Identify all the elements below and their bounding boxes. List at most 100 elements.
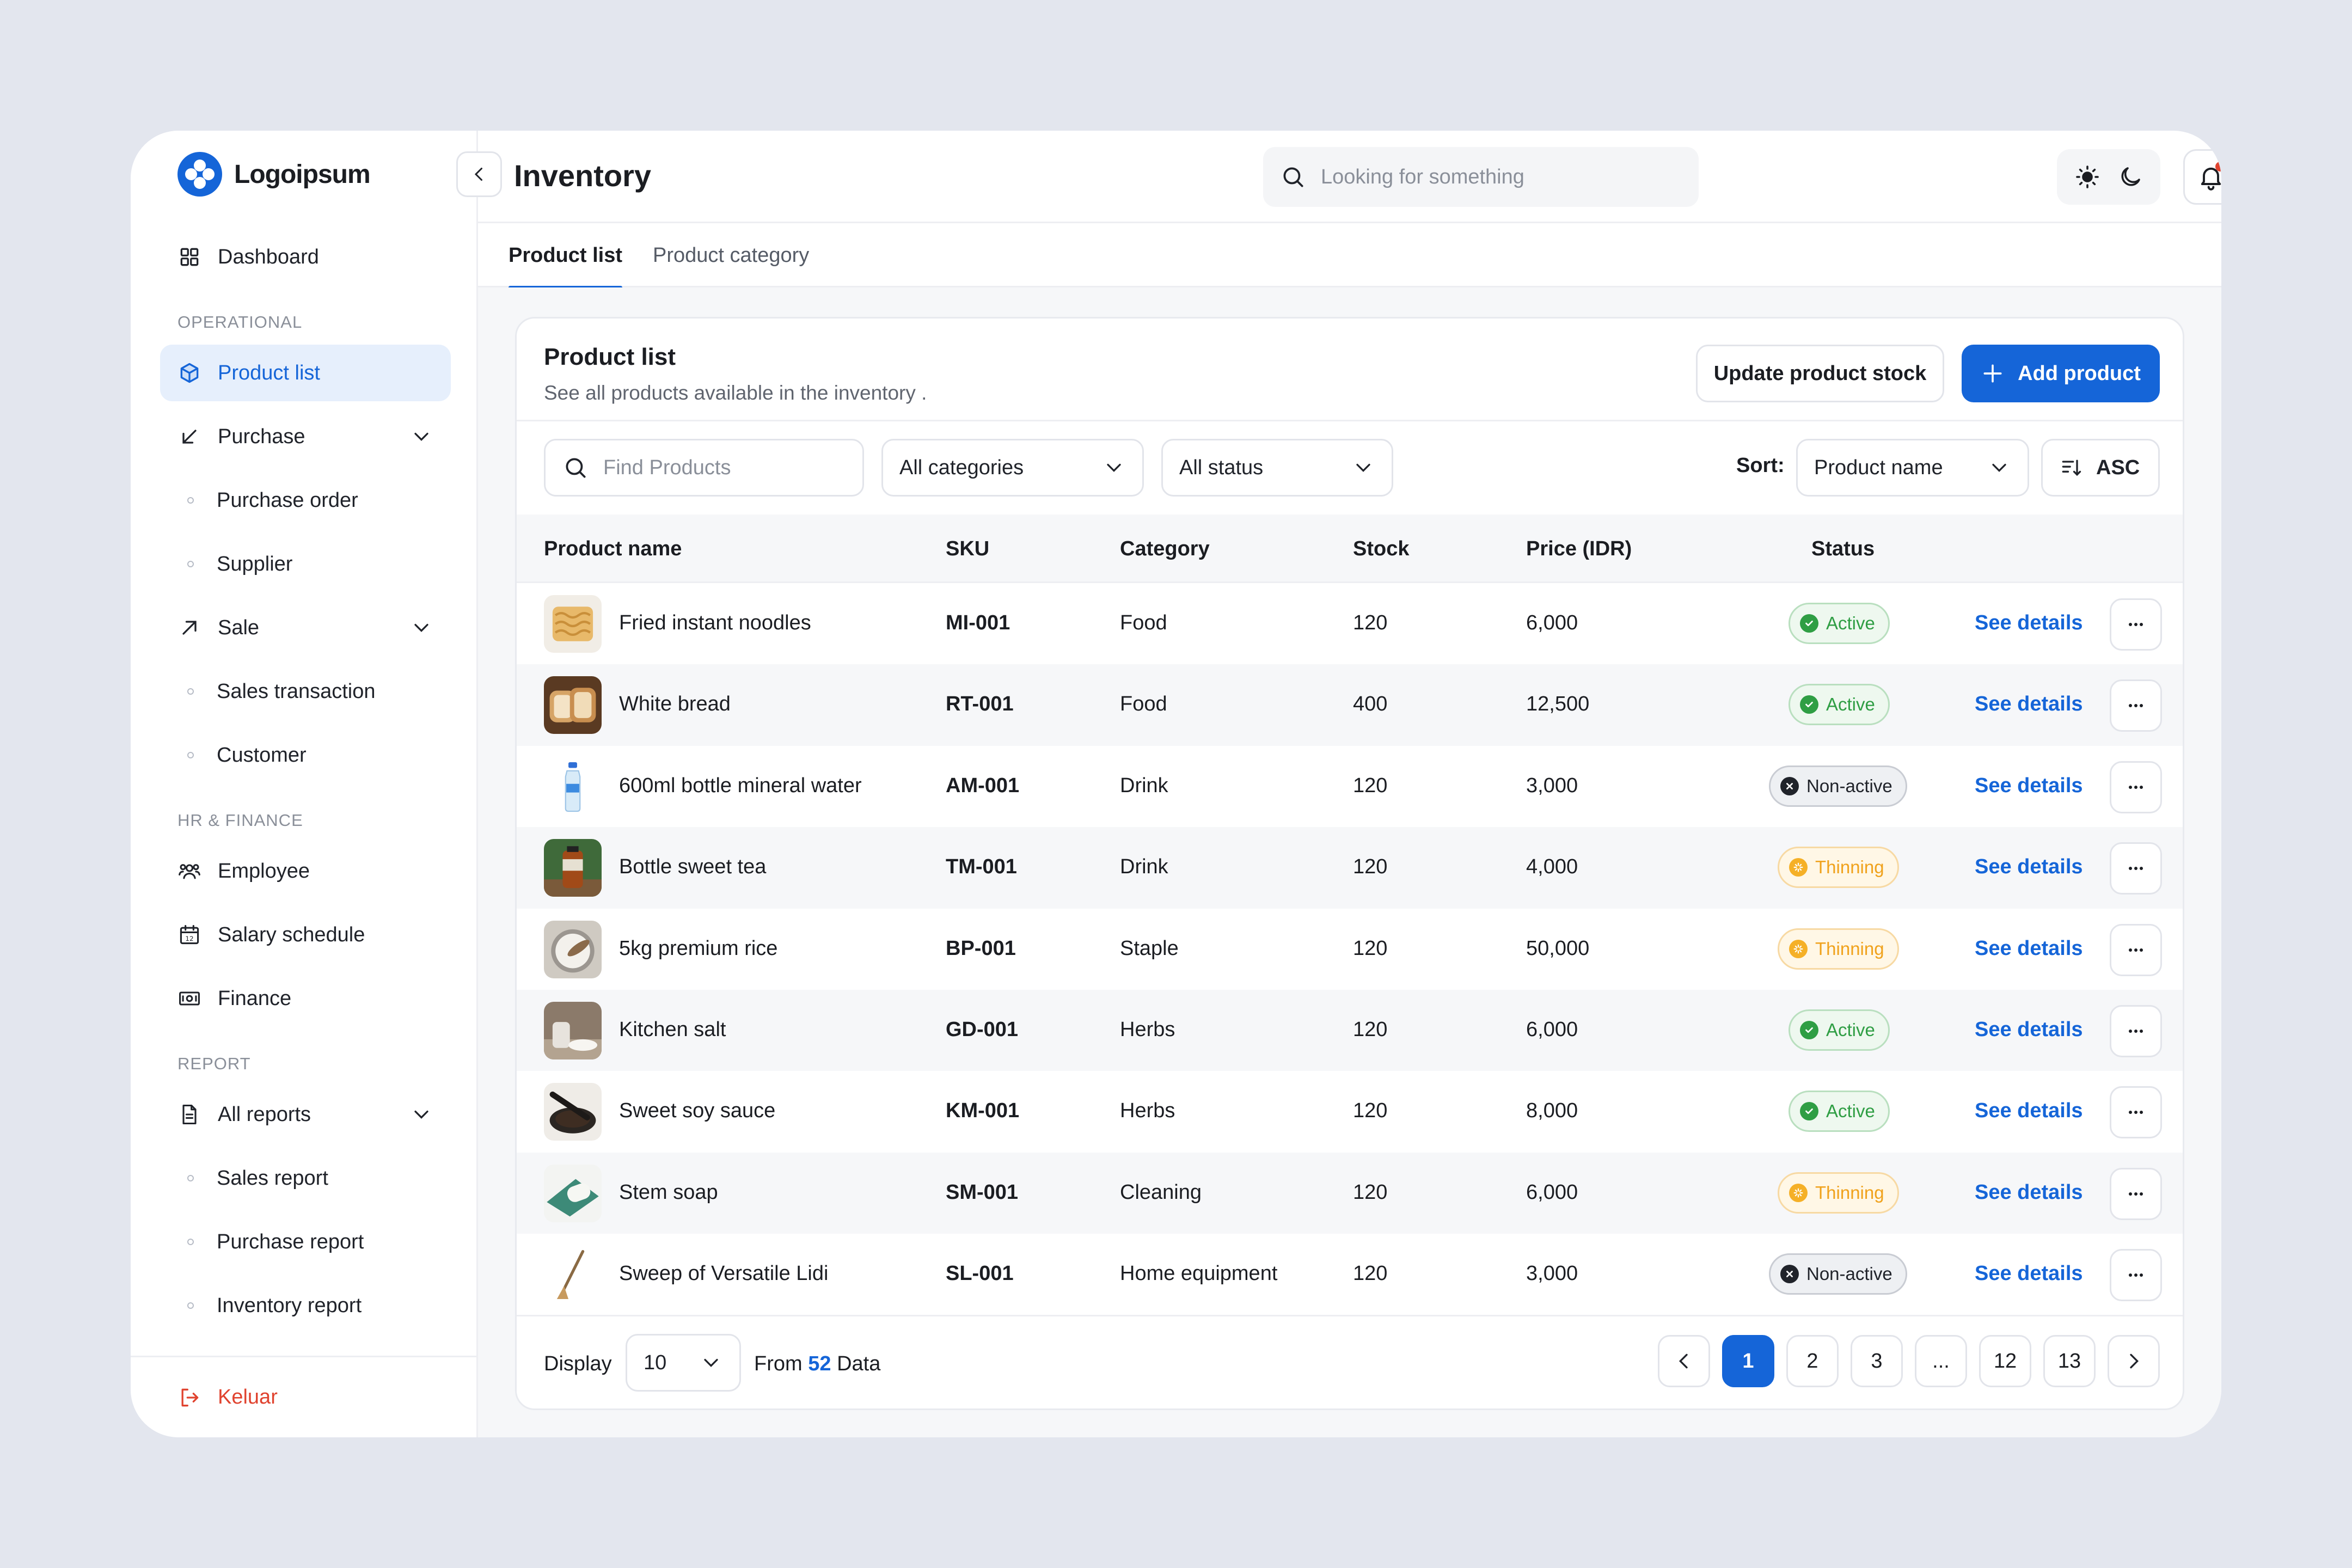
table-row[interactable]: Sweep of Versatile Lidi SL-001 Home equipm… <box>517 1234 2183 1315</box>
row-actions-button[interactable] <box>2110 842 2162 895</box>
table-header: Product name SKU Category Stock Price (I… <box>517 514 2183 583</box>
svg-text:12: 12 <box>185 935 193 942</box>
sidebar-item-sales-report[interactable]: Sales report <box>160 1150 451 1206</box>
filter-bar: Find Products All categories All status … <box>517 420 2183 514</box>
page-button[interactable]: 13 <box>2043 1335 2096 1387</box>
row-actions-button[interactable] <box>2110 1249 2162 1302</box>
next-page-button[interactable] <box>2108 1335 2160 1387</box>
sidebar-item-dashboard[interactable]: Dashboard <box>160 229 451 285</box>
sidebar-item-salary-schedule[interactable]: 12 Salary schedule <box>160 906 451 963</box>
chevron-down-icon[interactable] <box>409 616 433 640</box>
see-details-link[interactable]: See details <box>1975 1262 2083 1285</box>
theme-toggle[interactable] <box>2057 149 2160 205</box>
product-name: Sweep of Versatile Lidi <box>619 1262 829 1285</box>
sidebar-item-label: Product list <box>218 361 320 384</box>
product-price: 50,000 <box>1526 936 1590 960</box>
row-actions-button[interactable] <box>2110 1167 2162 1220</box>
page-size-value: 10 <box>644 1351 667 1374</box>
find-products-input[interactable]: Find Products <box>544 439 864 497</box>
sidebar-item-finance[interactable]: Finance <box>160 970 451 1027</box>
see-details-link[interactable]: See details <box>1975 693 2083 716</box>
chevron-down-icon[interactable] <box>409 1102 433 1126</box>
sidebar-item-employee[interactable]: Employee <box>160 843 451 899</box>
column-header[interactable]: Status <box>1811 537 1875 560</box>
global-search-input[interactable]: Looking for something <box>1263 147 1699 207</box>
row-actions-button[interactable] <box>2110 923 2162 976</box>
see-details-link[interactable]: See details <box>1975 936 2083 960</box>
table-row[interactable]: 600ml bottle mineral water AM-001 Drink 120… <box>517 746 2183 827</box>
sidebar-item-purchase-report[interactable]: Purchase report <box>160 1214 451 1270</box>
loader-icon <box>1789 858 1808 877</box>
sidebar-item-product-list[interactable]: Product list <box>160 345 451 401</box>
row-actions-button[interactable] <box>2110 1004 2162 1057</box>
row-actions-button[interactable] <box>2110 761 2162 813</box>
sidebar-item-purchase[interactable]: Purchase <box>160 408 451 465</box>
status-label: Non-active <box>1806 775 1892 796</box>
row-actions-button[interactable] <box>2110 598 2162 651</box>
table-row[interactable]: Fried instant noodles MI-001 Food 120 6,000 A… <box>517 583 2183 664</box>
see-details-link[interactable]: See details <box>1975 611 2083 634</box>
column-header[interactable]: SKU <box>946 537 990 560</box>
row-actions-button[interactable] <box>2110 679 2162 732</box>
page-button[interactable]: 2 <box>1786 1335 1839 1387</box>
table-row[interactable]: White bread RT-001 Food 400 12,500 Active See … <box>517 664 2183 746</box>
tab-product-category[interactable]: Product category <box>653 244 810 267</box>
notifications-button[interactable] <box>2183 149 2221 205</box>
sidebar-item-sales-transaction[interactable]: Sales transaction <box>160 663 451 720</box>
table-row[interactable]: Stem soap SM-001 Cleaning 120 6,000 Thinning S… <box>517 1152 2183 1234</box>
add-product-button[interactable]: Add product <box>1962 345 2160 402</box>
see-details-link[interactable]: See details <box>1975 774 2083 797</box>
update-stock-button[interactable]: Update product stock <box>1696 345 1944 402</box>
logo[interactable]: Logoipsum <box>177 150 371 198</box>
chevron-down-icon[interactable] <box>409 425 433 449</box>
table-row[interactable]: Kitchen salt GD-001 Herbs 120 6,000 Active See… <box>517 989 2183 1071</box>
bell-icon <box>2201 167 2221 191</box>
chevron-down-icon <box>1992 463 2006 472</box>
page-size-select[interactable]: 10 <box>626 1334 741 1392</box>
sidebar-item-customer[interactable]: Customer <box>160 727 451 783</box>
product-sku: AM-001 <box>946 774 1020 797</box>
sidebar-item-inventory-report[interactable]: Inventory report <box>160 1277 451 1334</box>
column-header[interactable]: Product name <box>544 537 682 560</box>
collapse-sidebar-button[interactable] <box>456 151 502 197</box>
page-button[interactable]: 12 <box>1979 1335 2031 1387</box>
find-products-placeholder: Find Products <box>603 456 731 479</box>
tab-product-list[interactable]: Product list <box>509 223 623 289</box>
more-horizontal-icon <box>2129 1192 2143 1196</box>
sidebar-item-all-reports[interactable]: All reports <box>160 1086 451 1143</box>
product-thumbnail <box>544 757 602 816</box>
page-button[interactable]: 1 <box>1722 1335 1774 1387</box>
table-row[interactable]: Bottle sweet tea TM-001 Drink 120 4,000 Thinn… <box>517 827 2183 909</box>
sun-icon[interactable] <box>2074 164 2100 190</box>
logout-button[interactable]: Keluar <box>131 1356 478 1437</box>
sort-field-select[interactable]: Product name <box>1796 439 2029 497</box>
status-select[interactable]: All status <box>1161 439 1393 497</box>
moon-icon[interactable] <box>2117 164 2143 190</box>
product-price: 3,000 <box>1526 1262 1578 1285</box>
product-name: Bottle sweet tea <box>619 855 767 879</box>
table-row[interactable]: Sweet soy sauce KM-001 Herbs 120 8,000 Active… <box>517 1071 2183 1152</box>
page-button[interactable]: 3 <box>1851 1335 1903 1387</box>
column-header[interactable]: Category <box>1120 537 1210 560</box>
column-header[interactable]: Stock <box>1353 537 1410 560</box>
see-details-link[interactable]: See details <box>1975 1180 2083 1204</box>
sort-order-button[interactable]: ASC <box>2041 439 2160 497</box>
sidebar-item-purchase-order[interactable]: Purchase order <box>160 472 451 529</box>
see-details-link[interactable]: See details <box>1975 855 2083 879</box>
sidebar-item-label: Purchase <box>218 425 305 448</box>
sidebar-item-supplier[interactable]: Supplier <box>160 536 451 592</box>
prev-page-button[interactable] <box>1658 1335 1710 1387</box>
category-select[interactable]: All categories <box>881 439 1144 497</box>
check-circle-icon <box>1800 1102 1818 1121</box>
status-badge: Active <box>1788 603 1890 644</box>
row-actions-button[interactable] <box>2110 1086 2162 1139</box>
bullet-icon <box>187 497 194 504</box>
sort-order-value: ASC <box>2096 456 2140 479</box>
table-row[interactable]: 5kg premium rice BP-001 Staple 120 50,000 Thi… <box>517 909 2183 990</box>
app-window: Logoipsum Dashboard OPERATIONAL Product … <box>131 131 2221 1437</box>
column-header[interactable]: Price (IDR) <box>1526 537 1632 560</box>
see-details-link[interactable]: See details <box>1975 1099 2083 1123</box>
sort-label: Sort: <box>1736 454 1785 477</box>
sidebar-item-sale[interactable]: Sale <box>160 599 451 656</box>
see-details-link[interactable]: See details <box>1975 1018 2083 1041</box>
